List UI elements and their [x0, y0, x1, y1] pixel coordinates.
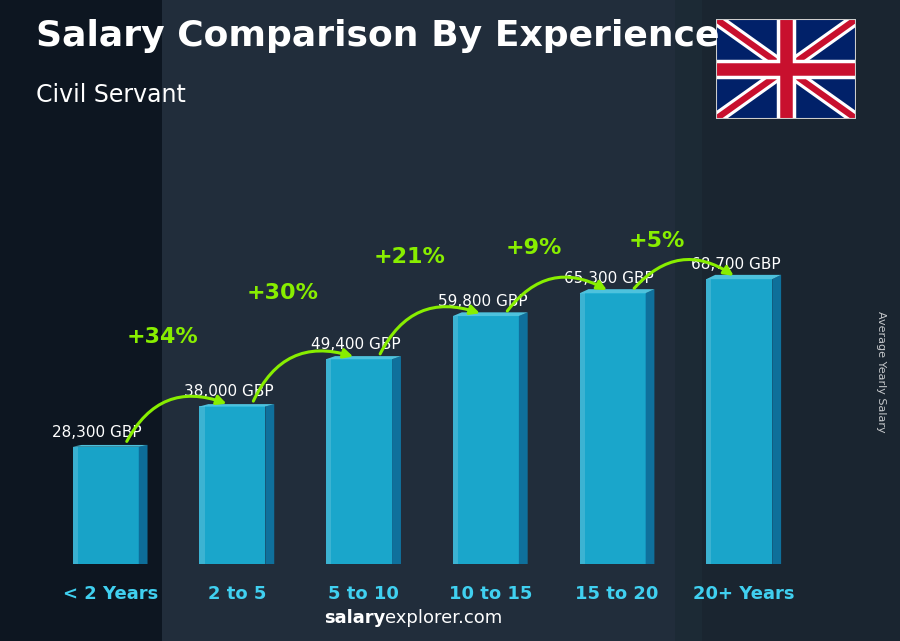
Text: 65,300 GBP: 65,300 GBP — [564, 271, 654, 286]
Text: +21%: +21% — [374, 247, 446, 267]
Text: Average Yearly Salary: Average Yearly Salary — [877, 311, 886, 433]
Polygon shape — [326, 356, 401, 359]
Polygon shape — [702, 0, 900, 641]
Text: 20+ Years: 20+ Years — [693, 585, 795, 603]
FancyArrowPatch shape — [253, 349, 350, 401]
Text: explorer.com: explorer.com — [385, 609, 502, 627]
Polygon shape — [326, 359, 392, 564]
Polygon shape — [162, 0, 675, 641]
Text: 5 to 10: 5 to 10 — [328, 585, 399, 603]
FancyArrowPatch shape — [380, 306, 477, 354]
Polygon shape — [453, 312, 527, 316]
Polygon shape — [518, 312, 527, 564]
Polygon shape — [200, 404, 274, 406]
Polygon shape — [453, 316, 458, 564]
Polygon shape — [645, 289, 654, 564]
Text: Salary Comparison By Experience: Salary Comparison By Experience — [36, 19, 719, 53]
Polygon shape — [453, 316, 518, 564]
Text: 68,700 GBP: 68,700 GBP — [691, 257, 781, 272]
Polygon shape — [706, 279, 711, 564]
Polygon shape — [73, 445, 148, 447]
Polygon shape — [266, 404, 274, 564]
Text: Civil Servant: Civil Servant — [36, 83, 186, 107]
Polygon shape — [73, 447, 139, 564]
Text: < 2 Years: < 2 Years — [62, 585, 158, 603]
Text: +5%: +5% — [629, 231, 685, 251]
Polygon shape — [200, 406, 204, 564]
Text: 28,300 GBP: 28,300 GBP — [52, 424, 142, 440]
Text: +30%: +30% — [248, 283, 320, 303]
Polygon shape — [580, 293, 645, 564]
Text: 49,400 GBP: 49,400 GBP — [311, 337, 400, 352]
Polygon shape — [200, 406, 266, 564]
FancyArrowPatch shape — [508, 277, 604, 311]
Polygon shape — [772, 275, 781, 564]
Polygon shape — [716, 19, 856, 119]
FancyArrowPatch shape — [634, 260, 731, 288]
Polygon shape — [706, 279, 772, 564]
Polygon shape — [0, 0, 162, 641]
Polygon shape — [326, 359, 331, 564]
Polygon shape — [73, 447, 77, 564]
Polygon shape — [139, 445, 148, 564]
Text: salary: salary — [324, 609, 385, 627]
Text: 2 to 5: 2 to 5 — [208, 585, 266, 603]
Polygon shape — [580, 289, 654, 293]
Polygon shape — [392, 356, 401, 564]
Text: 38,000 GBP: 38,000 GBP — [184, 385, 274, 399]
Text: 10 to 15: 10 to 15 — [448, 585, 532, 603]
Text: 15 to 20: 15 to 20 — [575, 585, 659, 603]
FancyArrowPatch shape — [127, 396, 223, 442]
Text: +9%: +9% — [506, 238, 562, 258]
Text: 59,800 GBP: 59,800 GBP — [437, 294, 527, 309]
Polygon shape — [580, 293, 585, 564]
Text: +34%: +34% — [127, 326, 199, 347]
Polygon shape — [706, 275, 781, 279]
